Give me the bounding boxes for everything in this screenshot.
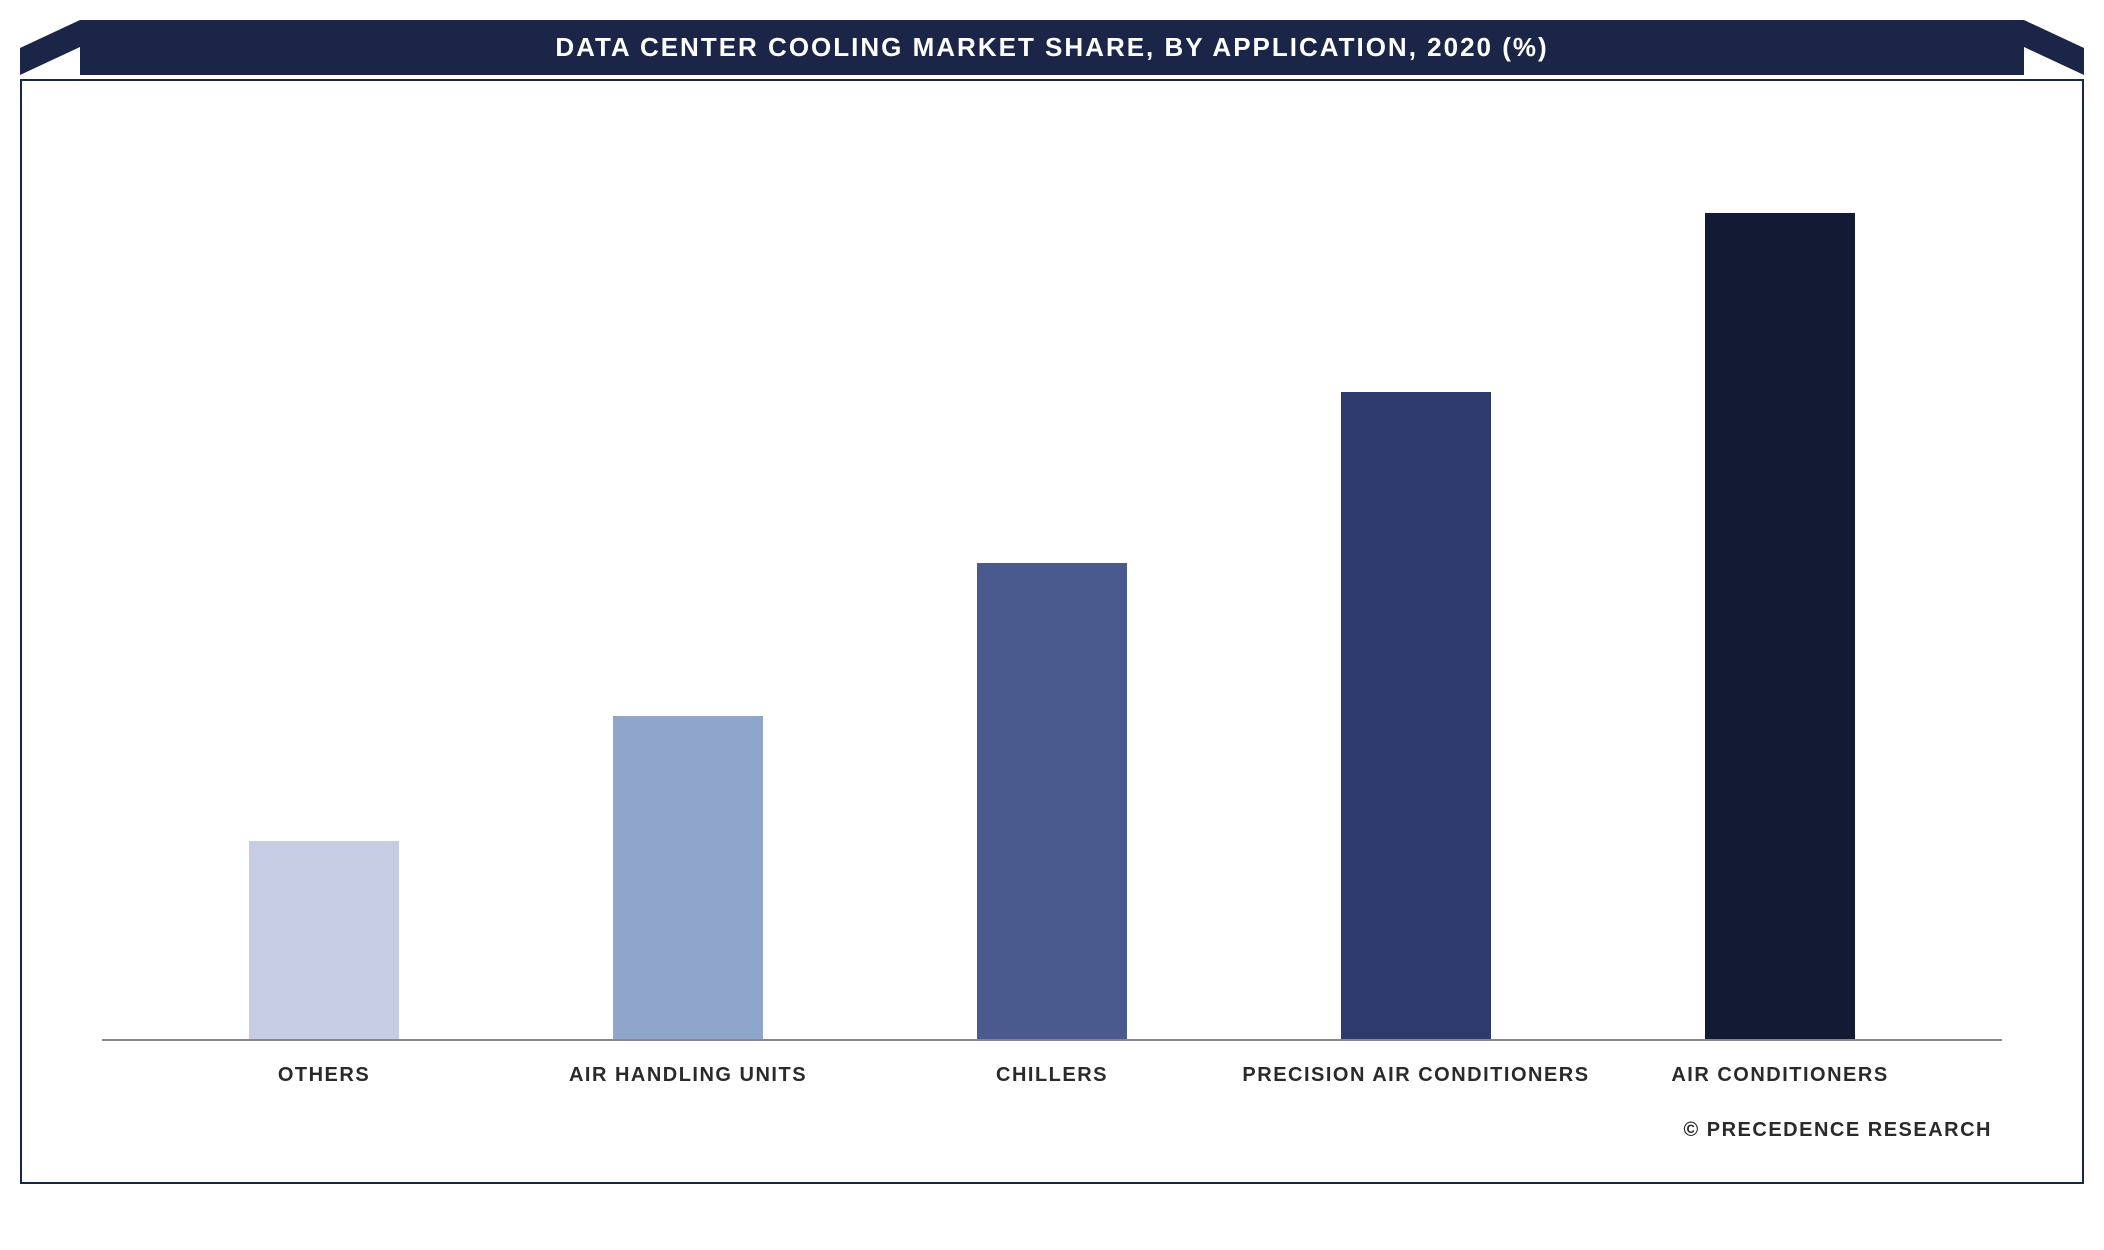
bar-others	[249, 841, 399, 1039]
bar-air-handling-units	[613, 716, 763, 1039]
title-banner: DATA CENTER COOLING MARKET SHARE, BY APP…	[20, 20, 2084, 75]
attribution: © PRECEDENCE RESEARCH	[102, 1119, 2002, 1142]
bar-group-precision	[1234, 141, 1598, 1039]
label-chillers: CHILLERS	[870, 1061, 1234, 1089]
label-air-conditioners: AIR CONDITIONERS	[1598, 1061, 1962, 1089]
chart-wrapper: DATA CENTER COOLING MARKET SHARE, BY APP…	[20, 20, 2084, 1184]
plot-area	[102, 141, 2002, 1041]
bar-group-others	[142, 141, 506, 1039]
bar-air-conditioners	[1705, 213, 1855, 1039]
bar-group-air-handling	[506, 141, 870, 1039]
x-axis-labels: OTHERS AIR HANDLING UNITS CHILLERS PRECI…	[102, 1041, 2002, 1089]
chart-title: DATA CENTER COOLING MARKET SHARE, BY APP…	[555, 32, 1548, 63]
label-others: OTHERS	[142, 1061, 506, 1089]
bar-group-chillers	[870, 141, 1234, 1039]
bar-chillers	[977, 563, 1127, 1039]
bar-precision-air-conditioners	[1341, 392, 1491, 1039]
chart-container: OTHERS AIR HANDLING UNITS CHILLERS PRECI…	[20, 79, 2084, 1184]
bar-group-air-conditioners	[1598, 141, 1962, 1039]
label-air-handling: AIR HANDLING UNITS	[506, 1061, 870, 1089]
label-precision: PRECISION AIR CONDITIONERS	[1234, 1061, 1598, 1089]
